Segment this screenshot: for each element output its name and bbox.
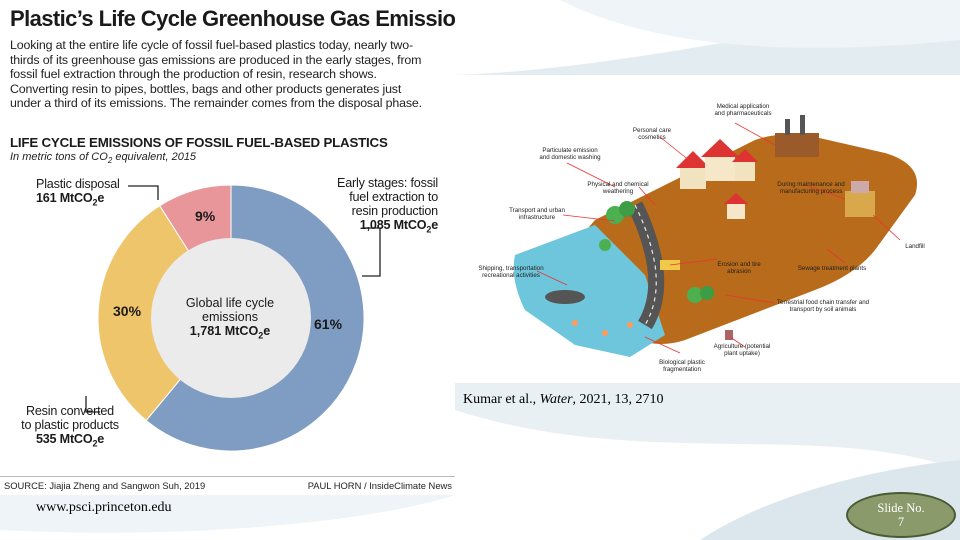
label-particulate: Particulate emission and domestic washin… — [539, 147, 601, 161]
label-resin: Resin converted to plastic products 535 … — [21, 404, 119, 449]
label-food-chain: Terrestrial food chain transfer and tran… — [776, 299, 870, 313]
illustration-art — [513, 115, 917, 357]
label-sewage: Sewage treatment plants — [797, 265, 867, 272]
chart-units: In metric tons of CO2 equivalent, 2015 — [10, 151, 197, 166]
chart-heading: LIFE CYCLE EMISSIONS OF FOSSIL FUEL-BASE… — [10, 135, 388, 150]
label-agriculture: Agriculture (potential plant uptake) — [713, 343, 771, 357]
label-landfill: Landfill — [905, 243, 925, 250]
label-personal-care: Personal care cosmetics — [632, 127, 672, 141]
label-weathering: Physical and chemical weathering — [587, 181, 649, 195]
infographic-panel: Plastic’s Life Cycle Greenhouse Gas Emis… — [0, 0, 455, 495]
lifecycle-illustration: Medical application and pharmaceuticals … — [455, 75, 960, 383]
infographic-title: Plastic’s Life Cycle Greenhouse Gas Emis… — [10, 6, 455, 31]
website-url: www.psci.princeton.edu — [36, 500, 172, 515]
pct-resin: 30% — [113, 303, 142, 319]
citation: Kumar et al., Water, 2021, 13, 2710 — [463, 392, 664, 407]
label-maintenance: During maintenance and manufacturing pro… — [777, 181, 845, 195]
donut-center-label: Global life cycle emissions 1,781 MtCO2e — [185, 296, 275, 341]
leader-disposal — [128, 185, 159, 200]
pct-disposal: 9% — [195, 208, 216, 224]
slide-number-badge: Slide No. 7 — [846, 492, 956, 538]
infographic-intro: Looking at the entire life cycle of foss… — [10, 38, 422, 111]
leader-early — [362, 227, 381, 277]
donut-hole — [151, 238, 311, 398]
label-shipping: Shipping, transportation recreational ac… — [478, 265, 544, 279]
source-divider — [0, 476, 455, 477]
donut-chart — [85, 184, 381, 452]
slide-number: 7 — [897, 515, 905, 529]
pct-early: 61% — [314, 316, 343, 332]
credit-text: PAUL HORN / InsideClimate News — [307, 480, 452, 491]
source-text: SOURCE: Jiajia Zheng and Sangwon Suh, 20… — [4, 480, 206, 491]
label-biological: Biological plastic fragmentation — [659, 359, 705, 373]
label-medical: Medical application and pharmaceuticals — [714, 103, 772, 117]
label-disposal: Plastic disposal 161 MtCO2e — [36, 177, 120, 208]
label-early: Early stages: fossil fuel extraction to … — [337, 176, 438, 235]
label-erosion: Erosion and tire abrasion — [717, 261, 761, 275]
slide-label: Slide No. — [877, 501, 925, 515]
leader-resin — [85, 396, 100, 413]
label-transport: Transport and urban infrastructure — [509, 207, 565, 221]
